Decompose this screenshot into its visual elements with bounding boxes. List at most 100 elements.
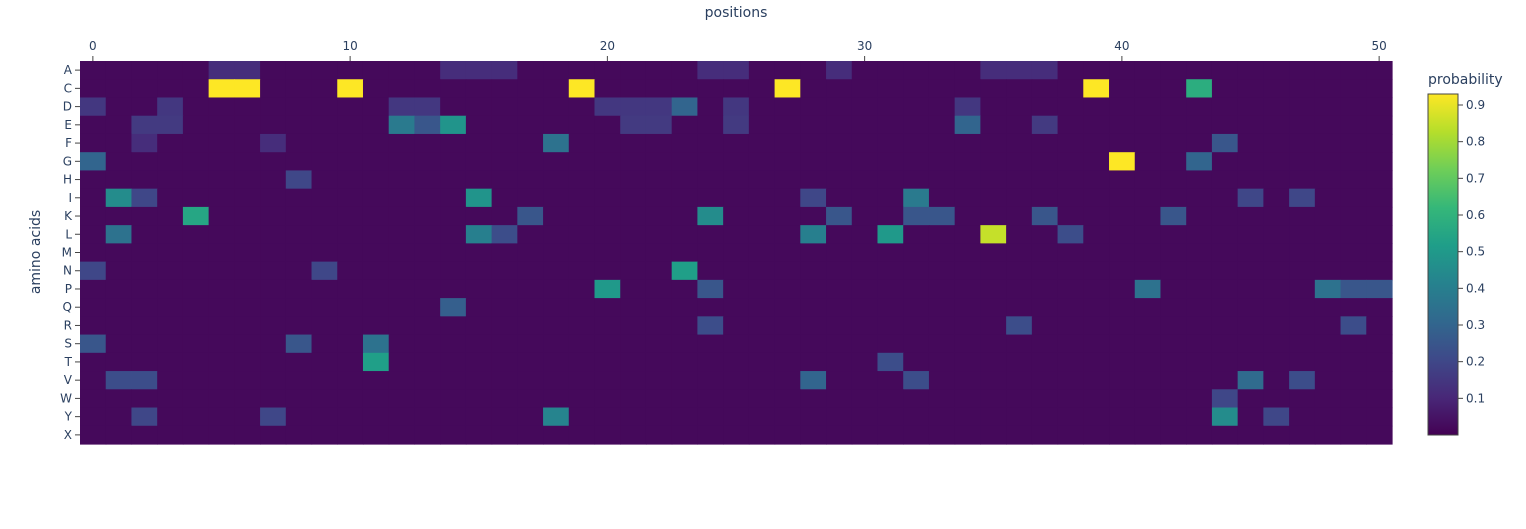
heatmap-cell <box>1237 152 1264 172</box>
heatmap-cell <box>1314 316 1342 336</box>
heatmap-cell <box>362 425 390 445</box>
heatmap-cell <box>157 79 184 99</box>
heatmap-cell <box>774 188 801 208</box>
heatmap-cell <box>1031 170 1059 190</box>
heatmap-cell <box>517 170 544 190</box>
heatmap-cell <box>1237 225 1264 244</box>
heatmap-cell <box>980 407 1007 427</box>
heatmap-cell <box>1083 115 1110 135</box>
y-tick-label: W <box>60 391 72 405</box>
heatmap-cell <box>1237 407 1264 427</box>
heatmap-cell <box>1340 261 1367 281</box>
heatmap-cell <box>1237 170 1264 190</box>
heatmap-cell <box>928 225 956 244</box>
heatmap-cell <box>1211 79 1239 99</box>
heatmap-cell <box>1211 261 1239 281</box>
heatmap-cell <box>1237 389 1264 409</box>
heatmap-cell <box>157 334 184 354</box>
heatmap-cell <box>620 316 647 336</box>
heatmap-cell <box>954 97 981 117</box>
heatmap-cell <box>414 371 441 390</box>
heatmap-cell <box>620 170 647 190</box>
heatmap-cell <box>543 261 570 281</box>
heatmap-cell <box>826 243 853 263</box>
heatmap-cell <box>774 79 801 99</box>
heatmap-cell <box>80 225 107 244</box>
heatmap-cell <box>543 115 570 135</box>
heatmap-cell <box>260 206 287 226</box>
heatmap-cell <box>80 371 107 390</box>
heatmap-cell <box>131 97 158 117</box>
heatmap-cell <box>1366 425 1393 445</box>
heatmap-cell <box>620 334 647 354</box>
heatmap-cell <box>182 243 210 263</box>
y-tick-label: D <box>63 100 72 114</box>
heatmap-cell <box>1109 97 1136 117</box>
heatmap-cell <box>1031 371 1059 390</box>
heatmap-cell <box>157 407 184 427</box>
heatmap-cell <box>851 279 879 299</box>
heatmap-cell <box>594 371 621 390</box>
heatmap-cell <box>1006 389 1033 409</box>
heatmap-cell <box>517 133 544 153</box>
heatmap-cell <box>1211 61 1239 80</box>
heatmap-cell <box>491 425 518 445</box>
heatmap-cell <box>543 334 570 354</box>
heatmap-cell <box>465 352 493 372</box>
heatmap-cell <box>954 243 981 263</box>
heatmap-cell <box>440 425 467 445</box>
heatmap-cell <box>928 261 956 281</box>
y-tick-label: G <box>63 154 72 168</box>
y-tick-label: F <box>65 136 72 150</box>
heatmap-cell <box>311 97 338 117</box>
heatmap-cell <box>1289 298 1316 317</box>
heatmap-cell <box>1366 133 1393 153</box>
heatmap-cell <box>903 115 930 135</box>
y-tick-label: I <box>68 191 72 205</box>
heatmap-cell <box>826 225 853 244</box>
heatmap-cell <box>465 61 493 80</box>
heatmap-cell <box>208 225 235 244</box>
heatmap-cell <box>1006 188 1033 208</box>
heatmap-cell <box>105 188 133 208</box>
heatmap-cell <box>517 115 544 135</box>
heatmap-cell <box>1186 115 1213 135</box>
heatmap-cell <box>1083 97 1110 117</box>
heatmap-cell <box>568 225 596 244</box>
heatmap-cell <box>1006 115 1033 135</box>
heatmap-cell <box>774 334 801 354</box>
heatmap-cell <box>1083 152 1110 172</box>
heatmap-cell <box>826 279 853 299</box>
heatmap-cell <box>543 316 570 336</box>
heatmap-cell <box>645 352 673 372</box>
heatmap-cell <box>620 206 647 226</box>
heatmap-cell <box>877 371 904 390</box>
heatmap-cell <box>620 407 647 427</box>
heatmap-cell <box>208 352 235 372</box>
heatmap-cell <box>1160 206 1187 226</box>
heatmap-cell <box>723 298 750 317</box>
heatmap-cell <box>748 352 776 372</box>
heatmap-cell <box>491 79 518 99</box>
heatmap-cell <box>954 115 981 135</box>
heatmap-cell <box>80 133 107 153</box>
heatmap-cell <box>594 133 621 153</box>
heatmap-cell <box>234 316 261 336</box>
heatmap-cell <box>851 188 879 208</box>
heatmap-cell <box>1314 279 1342 299</box>
heatmap-cell <box>903 298 930 317</box>
heatmap-cell <box>594 188 621 208</box>
heatmap-cell <box>1314 298 1342 317</box>
heatmap-cell <box>491 316 518 336</box>
heatmap-cell <box>1211 279 1239 299</box>
heatmap-cell <box>1134 170 1162 190</box>
heatmap-cell <box>568 279 596 299</box>
heatmap-cell <box>748 170 776 190</box>
heatmap-cell <box>543 298 570 317</box>
heatmap-cell <box>903 352 930 372</box>
heatmap-cell <box>1289 133 1316 153</box>
heatmap-cell <box>645 152 673 172</box>
heatmap-cell <box>748 152 776 172</box>
heatmap-cell <box>928 407 956 427</box>
heatmap-cell <box>1314 225 1342 244</box>
